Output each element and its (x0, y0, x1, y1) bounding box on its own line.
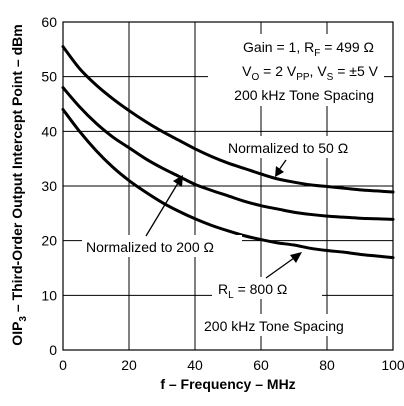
y-tick-label-0: 0 (49, 342, 57, 358)
y-tick-label-10: 10 (41, 287, 57, 303)
conditions-line-2-c: , V (310, 63, 328, 79)
label-200-backdrop (82, 235, 242, 257)
label-800-backdrop (212, 277, 322, 299)
y-tick-label-60: 60 (41, 14, 57, 30)
tick-label-layer: 0 20 40 60 80 100 0 10 20 30 40 50 60 (41, 14, 404, 373)
y-tick-label-30: 30 (41, 178, 57, 194)
conditions-line-2-d: = ±5 V (333, 63, 378, 79)
label-rl-800: RL = 800 Ω (218, 281, 287, 301)
leader-200-arrowhead (173, 175, 183, 187)
x-tick-label-0: 0 (59, 357, 67, 373)
conditions-line-2-b-sub: PP (296, 72, 310, 83)
x-tick-label-20: 20 (121, 357, 137, 373)
bottom-note-backdrop (198, 314, 378, 336)
label-rl-800-rest: = 800 Ω (234, 281, 288, 297)
leader-800-line (265, 257, 295, 279)
leader-50-line (278, 159, 287, 171)
x-tick-label-40: 40 (187, 357, 203, 373)
label-normalized-50: Normalized to 50 Ω (228, 140, 348, 156)
conditions-line-1-sub: F (314, 48, 320, 59)
bottom-tone-spacing-note: 200 kHz Tone Spacing (204, 318, 344, 334)
leader-800-arrowhead (290, 252, 302, 263)
conditions-line-2-c-sub: S (327, 72, 334, 83)
conditions-backdrop (208, 34, 384, 106)
rl-800-ohm-curve (61, 107, 395, 260)
conditions-line-1-end: = 499 Ω (320, 39, 374, 55)
normalized-200-ohm-curve (61, 86, 395, 221)
leader-200-line (145, 182, 179, 237)
x-tick-label-80: 80 (319, 357, 335, 373)
y-axis-title-prefix: OIP (9, 322, 25, 346)
conditions-line-1: Gain = 1, RF = 499 Ω (243, 39, 374, 59)
conditions-line-2-a: V (242, 63, 252, 79)
x-tick-label-60: 60 (253, 357, 269, 373)
x-tick-label-100: 100 (381, 357, 404, 373)
conditions-line-2: VO = 2 VPP, VS = ±5 V (242, 63, 379, 83)
y-tick-label-50: 50 (41, 69, 57, 85)
y-axis-title: OIP3 – Third-Order Output Intercept Poin… (9, 24, 29, 345)
conditions-line-2-a-sub: O (251, 72, 259, 83)
y-tick-label-20: 20 (41, 233, 57, 249)
label-rl-800-r: R (218, 281, 228, 297)
plot-frame (62, 21, 394, 351)
leader-50-arrowhead (275, 166, 284, 177)
label-normalized-200: Normalized to 200 Ω (86, 239, 214, 255)
label-50-backdrop (224, 136, 384, 158)
y-axis-title-suffix: – Third-Order Output Intercept Point – d… (9, 24, 25, 316)
curve-layer (61, 45, 395, 260)
conditions-line-2-b: = 2 V (259, 63, 297, 79)
y-tick-label-40: 40 (41, 123, 57, 139)
x-axis-title: f – Frequency – MHz (160, 376, 295, 392)
conditions-line-3: 200 kHz Tone Spacing (234, 87, 374, 103)
normalized-50-ohm-curve (61, 45, 395, 194)
conditions-line-1-text: Gain = 1, R (243, 39, 314, 55)
y-axis-title-subscript: 3 (18, 316, 29, 322)
label-rl-800-sub: L (228, 290, 234, 301)
